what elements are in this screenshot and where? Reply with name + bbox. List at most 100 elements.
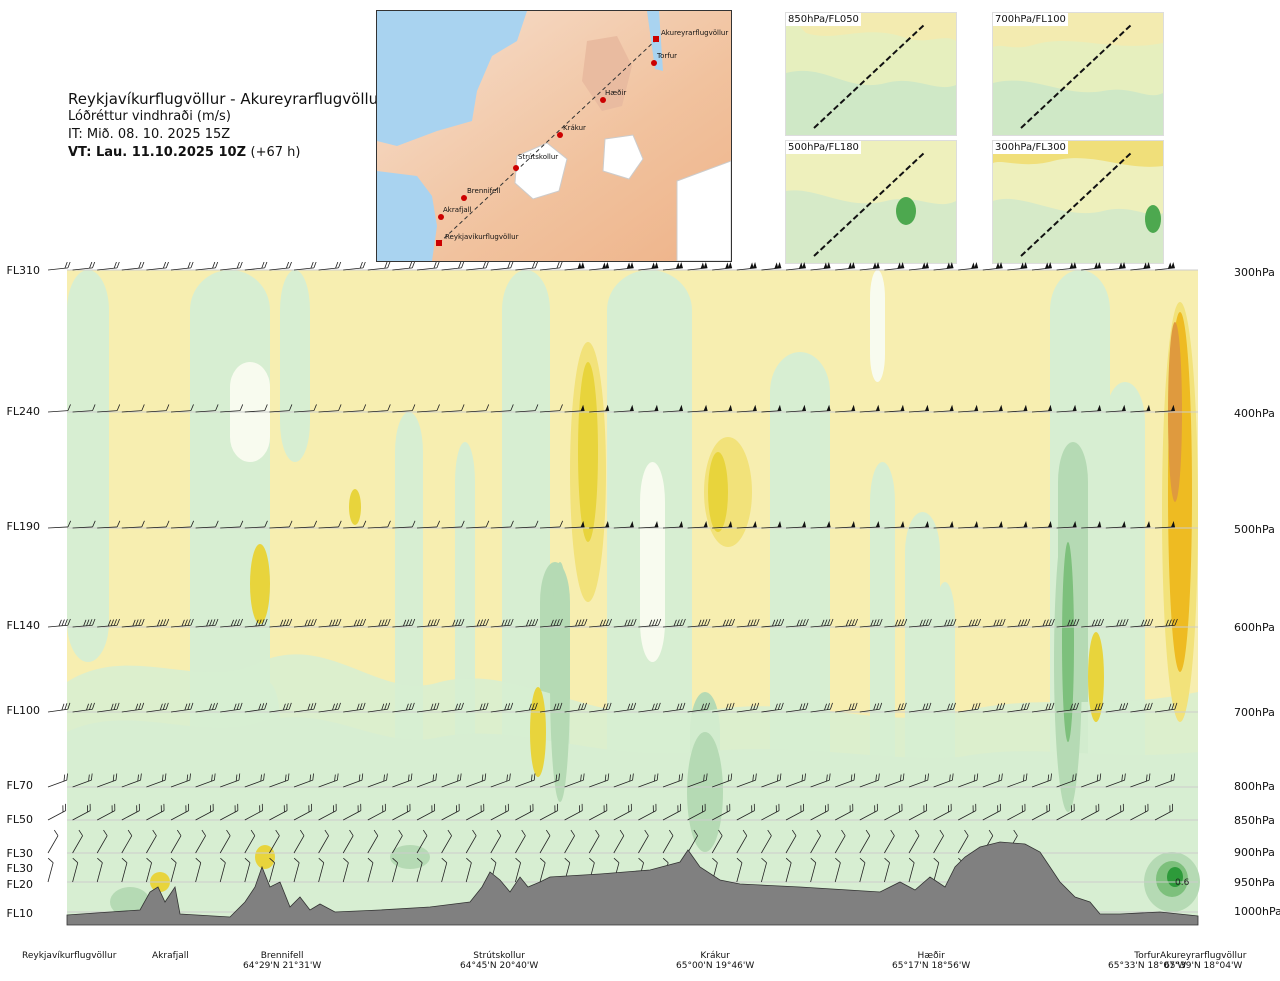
wind-barb bbox=[195, 618, 219, 628]
wind-barb-shaft bbox=[662, 410, 683, 413]
wind-barb-feather bbox=[284, 774, 287, 782]
wind-barb-shaft bbox=[170, 526, 191, 529]
wind-barb-feather bbox=[335, 619, 339, 626]
wind-barb-shaft bbox=[220, 526, 241, 529]
map-label-strutskollur: Strútskollur bbox=[518, 153, 558, 161]
wind-barb-shaft bbox=[687, 410, 708, 413]
wind-barb bbox=[146, 702, 169, 713]
wind-barb-feather bbox=[485, 702, 489, 710]
wind-barb bbox=[958, 773, 979, 788]
wind-barb bbox=[761, 857, 767, 883]
wind-barb bbox=[72, 773, 93, 788]
wind-barb-feather bbox=[578, 703, 581, 711]
wind-barb-shaft bbox=[244, 708, 265, 713]
wind-barb-shaft bbox=[736, 708, 757, 713]
yellow-core-6 bbox=[1088, 632, 1104, 722]
wind-barb-feather bbox=[335, 703, 338, 710]
wind-barb bbox=[392, 520, 416, 529]
wind-barb-shaft bbox=[982, 810, 1001, 821]
wind-barb-feather bbox=[1098, 803, 1100, 811]
wind-barb-feather bbox=[114, 803, 116, 811]
wind-barb-feather bbox=[602, 703, 606, 711]
wind-barb-feather bbox=[435, 773, 437, 781]
wind-barb bbox=[490, 829, 502, 854]
wind-barb-feather bbox=[510, 520, 514, 528]
wind-barb bbox=[97, 803, 116, 821]
wind-barb-feather bbox=[89, 803, 91, 811]
wind-barb bbox=[785, 262, 806, 271]
wind-barb bbox=[662, 618, 686, 628]
wind-barb-feather bbox=[410, 773, 413, 781]
wind-barb-shaft bbox=[170, 810, 189, 821]
wind-barb-feather bbox=[558, 773, 560, 781]
wind-barb-shaft bbox=[539, 835, 551, 854]
wind-barb bbox=[982, 262, 1003, 271]
wind-barb bbox=[712, 262, 733, 271]
wind-barb bbox=[908, 857, 915, 883]
wind-barb-shaft bbox=[662, 810, 681, 821]
wind-barb-feather bbox=[651, 703, 655, 711]
wind-barb-shaft bbox=[466, 410, 487, 413]
wind-barb-shaft bbox=[958, 410, 979, 413]
wind-barb-shaft bbox=[785, 835, 797, 854]
wind-barb-feather bbox=[356, 619, 360, 626]
wind-barb-feather bbox=[382, 805, 384, 813]
wind-barb-shaft bbox=[589, 526, 610, 529]
wind-barb-feather bbox=[416, 857, 423, 863]
wind-barb-flag bbox=[654, 404, 659, 411]
wind-barb bbox=[515, 773, 536, 788]
wind-barb-shaft bbox=[958, 708, 979, 713]
wind-barb-feather bbox=[821, 619, 825, 627]
wind-barb-feather bbox=[162, 262, 167, 269]
wind-barb bbox=[908, 773, 929, 788]
wind-barb-feather bbox=[851, 703, 855, 710]
wind-barb-feather bbox=[485, 520, 490, 528]
wind-barb-feather bbox=[1116, 619, 1120, 627]
wind-barb-flag bbox=[998, 262, 1003, 269]
wind-barb-feather bbox=[1100, 618, 1104, 626]
wind-barb bbox=[1105, 521, 1126, 529]
wind-barb-feather bbox=[1096, 774, 1099, 782]
wind-barb-flag bbox=[900, 404, 905, 411]
wind-barb-feather bbox=[333, 805, 335, 813]
level-map-700-svg bbox=[993, 13, 1163, 135]
wind-barb-feather bbox=[971, 703, 975, 711]
wind-barb bbox=[515, 803, 534, 821]
wind-barb bbox=[392, 618, 416, 628]
wind-barb-feather bbox=[1171, 703, 1175, 710]
wind-barb-flag bbox=[749, 262, 754, 269]
wind-barb-feather bbox=[1120, 805, 1122, 813]
wind-barb-shaft bbox=[195, 526, 216, 529]
wind-barb-feather bbox=[653, 774, 656, 782]
wind-barb-feather bbox=[702, 805, 704, 813]
wind-barb bbox=[1105, 618, 1129, 628]
wind-barb-shaft bbox=[1031, 708, 1052, 713]
wind-barb-feather bbox=[703, 774, 705, 782]
wind-barb bbox=[933, 773, 954, 788]
wind-barb-feather bbox=[160, 805, 162, 813]
wind-barb bbox=[835, 262, 856, 271]
wind-barb-feather bbox=[58, 619, 62, 627]
wind-barb bbox=[564, 829, 575, 854]
wind-barb-shaft bbox=[96, 835, 108, 854]
wind-barb-shaft bbox=[220, 267, 241, 271]
wind-barb bbox=[908, 404, 929, 413]
wind-barb-flag bbox=[1170, 521, 1175, 528]
wind-barb bbox=[712, 702, 735, 713]
wind-barb-shaft bbox=[662, 624, 683, 628]
wind-barb-feather bbox=[879, 702, 883, 710]
wind-barb bbox=[810, 857, 817, 883]
wind-barb-feather bbox=[140, 773, 142, 781]
wind-barb bbox=[589, 262, 610, 271]
wind-barb-feather bbox=[312, 773, 314, 781]
wind-barb-shaft bbox=[1154, 708, 1175, 713]
wind-barb-shaft bbox=[958, 779, 978, 788]
wind-barb-feather bbox=[1169, 805, 1171, 813]
wind-barb-feather bbox=[387, 702, 391, 710]
wind-barb bbox=[1031, 773, 1052, 788]
wind-barb-feather bbox=[138, 262, 142, 269]
wind-barb-feather bbox=[461, 702, 464, 710]
wind-barb-feather bbox=[92, 262, 96, 269]
waypoint-krakur: Krákur 65°00'N 19°46'W bbox=[676, 951, 754, 971]
wind-barb-feather bbox=[736, 857, 743, 863]
